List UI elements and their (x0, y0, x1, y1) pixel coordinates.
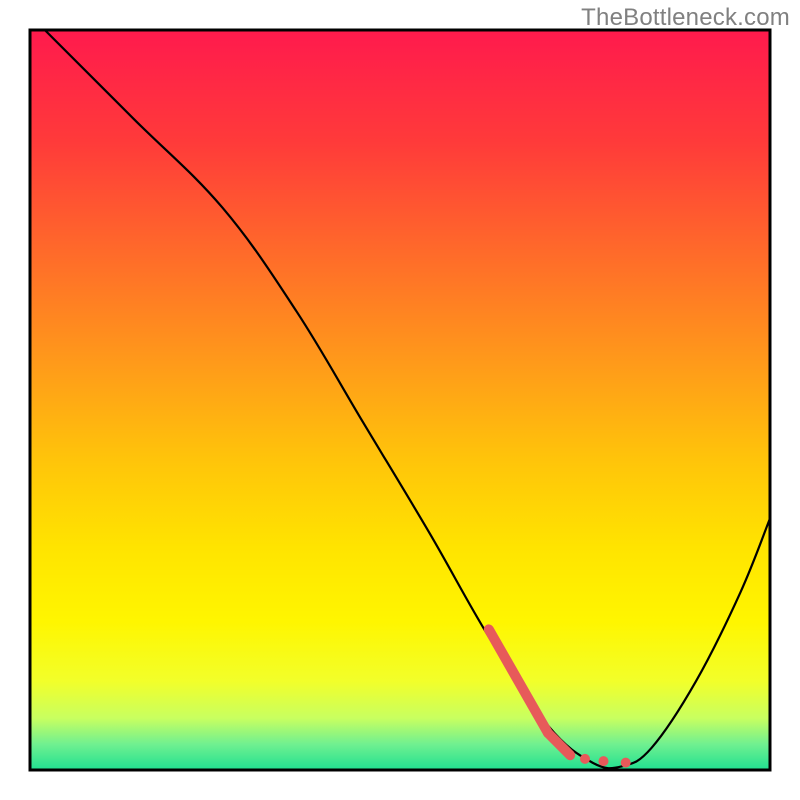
highlight-dot (621, 758, 631, 768)
highlight-dot (599, 756, 609, 766)
watermark-text: TheBottleneck.com (581, 4, 790, 32)
gradient-background (30, 30, 770, 770)
chart-svg (0, 0, 800, 800)
chart-container: TheBottleneck.com (0, 0, 800, 800)
highlight-dot (580, 754, 590, 764)
